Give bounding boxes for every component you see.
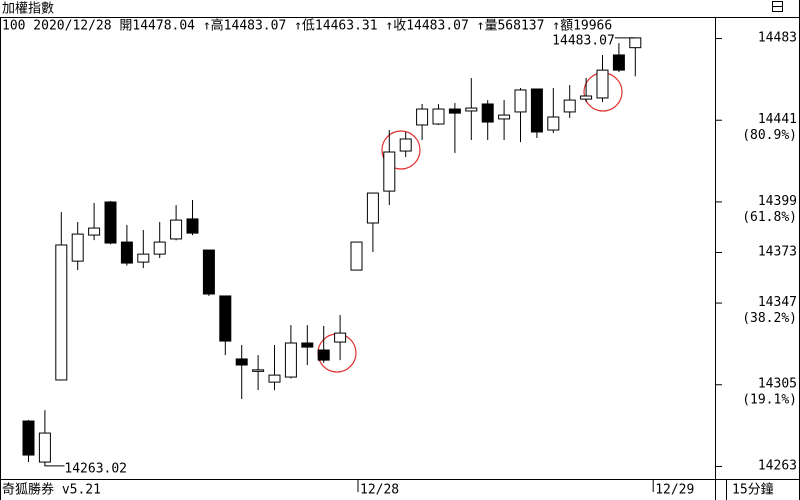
- candle-body: [170, 219, 183, 240]
- candle-body: [481, 103, 494, 123]
- candle-body: [465, 107, 478, 112]
- candle-body: [563, 99, 576, 113]
- candle-body: [498, 114, 511, 120]
- footer-right: 15分鐘: [732, 482, 774, 498]
- candle-body: [612, 54, 625, 71]
- highlight-circle: [381, 130, 421, 170]
- candle-body: [284, 342, 297, 378]
- candle-body: [137, 253, 150, 263]
- min-label: 14263.02: [64, 461, 127, 476]
- candle-body: [235, 358, 248, 366]
- candle-body: [153, 241, 166, 255]
- candle-body: [186, 218, 199, 234]
- candle-body: [104, 201, 117, 244]
- candle-body: [448, 108, 461, 114]
- candle-body: [530, 88, 543, 133]
- info-line: 100 2020/12/28 開14478.04 ↑高14483.07 ↑低14…: [2, 18, 612, 34]
- candle-body: [514, 89, 527, 113]
- y-tick-label: 14347: [758, 295, 797, 310]
- candle-body: [22, 420, 35, 456]
- candle-body: [317, 349, 330, 361]
- candle-body: [268, 374, 281, 383]
- candle-body: [383, 151, 396, 192]
- candle-body: [366, 192, 379, 224]
- y-tick-label: 14305: [758, 377, 797, 392]
- candle-body: [219, 295, 232, 342]
- level-label: (80.9%): [742, 128, 797, 143]
- candle-body: [580, 95, 593, 100]
- candle-body: [596, 69, 609, 99]
- level-label: (61.8%): [742, 210, 797, 225]
- candle-body: [55, 244, 68, 381]
- y-tick-label: 14483: [758, 31, 797, 46]
- candle-body: [120, 241, 133, 264]
- footer-left: 奇狐勝券 v5.21: [2, 482, 101, 498]
- level-label: (19.1%): [742, 393, 797, 408]
- candle-body: [202, 249, 215, 295]
- x-tick-label: 12/29: [655, 483, 694, 498]
- candle-body: [71, 233, 84, 262]
- x-tick-label: 12/28: [360, 483, 399, 498]
- y-tick-label: 14263: [758, 458, 797, 473]
- level-label: (38.2%): [742, 311, 797, 326]
- y-tick-label: 14441: [758, 112, 797, 127]
- candle-body: [88, 227, 101, 236]
- y-tick-label: 14373: [758, 244, 797, 259]
- candle-body: [350, 241, 363, 271]
- candle-body: [301, 342, 314, 348]
- candle-body: [547, 116, 560, 131]
- max-label: 14483.07: [552, 33, 615, 48]
- candle-body: [629, 37, 642, 49]
- candle-body: [38, 432, 51, 463]
- candle-body: [252, 369, 265, 372]
- candle-body: [432, 108, 445, 125]
- candle-body: [399, 138, 412, 152]
- y-tick-label: 14399: [758, 194, 797, 209]
- candle-body: [416, 108, 429, 126]
- chart-title: 加權指數: [2, 2, 54, 17]
- candle-body: [334, 332, 347, 343]
